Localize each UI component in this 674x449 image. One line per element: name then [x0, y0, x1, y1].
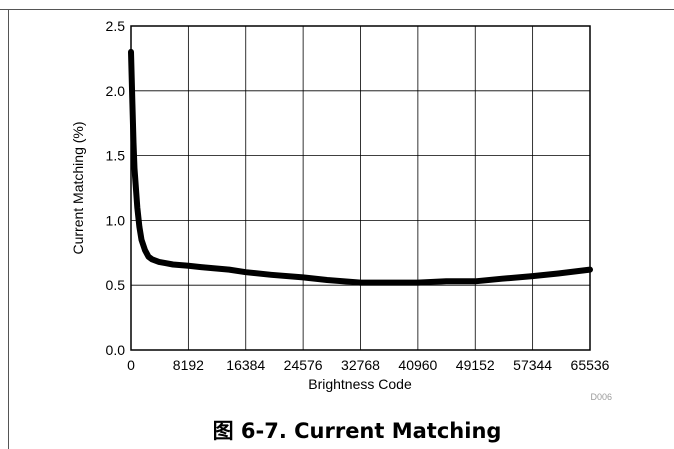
y-axis-title: Current Matching (%) [70, 121, 86, 254]
x-axis-title: Brightness Code [308, 376, 412, 392]
x-tick-label: 49152 [456, 357, 495, 373]
y-tick-label: 0.0 [106, 342, 126, 358]
series-layer [128, 48, 593, 286]
x-tick-label: 8192 [173, 357, 204, 373]
x-tick-label: 32768 [341, 357, 380, 373]
x-tick-label: 57344 [513, 357, 552, 373]
y-tick-label: 1.0 [106, 212, 126, 228]
x-tick-labels: 0 8192 16384 24576 32768 40960 49152 57344 65536 [127, 357, 610, 373]
x-tick-label: 24576 [284, 357, 323, 373]
y-tick-labels: 0.0 0.5 1.0 1.5 2.0 2.5 [106, 18, 126, 358]
figure-caption: 图 6-7. Current Matching [213, 419, 502, 443]
y-tick-label: 1.5 [106, 148, 126, 164]
y-tick-label: 2.0 [106, 83, 126, 99]
figure-id: D006 [590, 392, 612, 402]
y-tick-label: 0.5 [106, 277, 126, 293]
x-tick-label: 40960 [398, 357, 437, 373]
grid-lines [131, 26, 590, 350]
series-line-0 [128, 48, 593, 286]
y-tick-label: 2.5 [106, 18, 126, 34]
x-tick-label: 65536 [571, 357, 610, 373]
x-tick-label: 0 [127, 357, 135, 373]
plot-frame [130, 25, 591, 351]
x-tick-label: 16384 [226, 357, 265, 373]
